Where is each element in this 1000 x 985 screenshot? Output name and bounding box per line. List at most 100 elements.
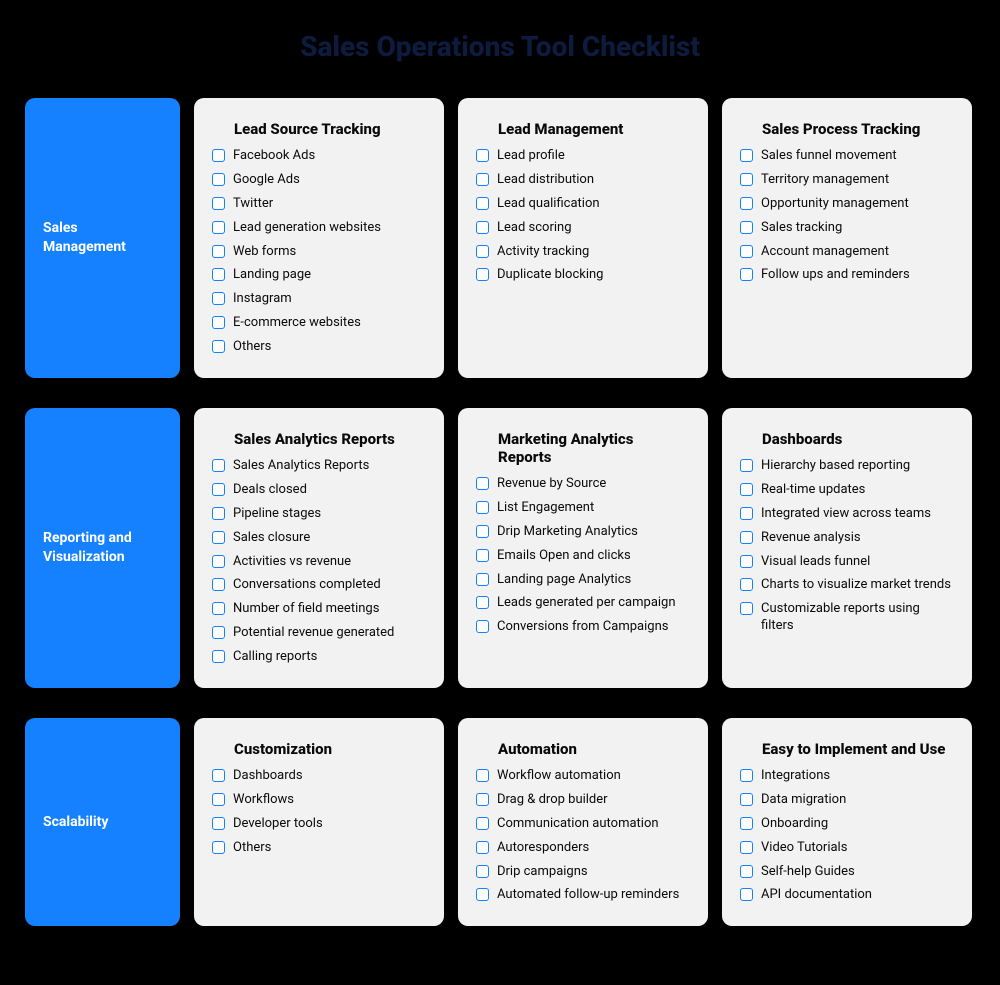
checkbox-icon[interactable] (740, 483, 753, 496)
checkbox-icon[interactable] (212, 650, 225, 663)
checkbox-icon[interactable] (212, 793, 225, 806)
checkbox-icon[interactable] (476, 620, 489, 633)
checklist-item: Emails Open and clicks (476, 548, 690, 565)
checklist-item: Integrated view across teams (740, 506, 954, 523)
checkbox-icon[interactable] (476, 573, 489, 586)
checklist-item: API documentation (740, 887, 954, 904)
checklist-item: Conversations completed (212, 577, 426, 594)
checklist-item: Activities vs revenue (212, 554, 426, 571)
checkbox-icon[interactable] (212, 602, 225, 615)
checkbox-icon[interactable] (740, 841, 753, 854)
checkbox-icon[interactable] (476, 841, 489, 854)
checkbox-icon[interactable] (476, 221, 489, 234)
checklist-item-label: Territory management (761, 172, 954, 189)
checkbox-icon[interactable] (740, 459, 753, 472)
checklist-item: Lead generation websites (212, 220, 426, 237)
checkbox-icon[interactable] (476, 245, 489, 258)
checkbox-icon[interactable] (476, 173, 489, 186)
checkbox-icon[interactable] (212, 459, 225, 472)
checklist-item: Lead distribution (476, 172, 690, 189)
checkbox-icon[interactable] (740, 865, 753, 878)
checkbox-icon[interactable] (212, 245, 225, 258)
checkbox-icon[interactable] (476, 268, 489, 281)
checklist-item-label: Twitter (233, 196, 426, 213)
checkbox-icon[interactable] (476, 888, 489, 901)
checkbox-icon[interactable] (212, 626, 225, 639)
checklist-item-label: Conversions from Campaigns (497, 619, 690, 636)
checkbox-icon[interactable] (212, 578, 225, 591)
checkbox-icon[interactable] (740, 793, 753, 806)
checkbox-icon[interactable] (476, 769, 489, 782)
checklist-item: Revenue analysis (740, 530, 954, 547)
checklist-item: Developer tools (212, 816, 426, 833)
checklist-item: Opportunity management (740, 196, 954, 213)
checkbox-icon[interactable] (476, 817, 489, 830)
checklist-item: Landing page Analytics (476, 572, 690, 589)
checkbox-icon[interactable] (740, 173, 753, 186)
checklist-item: Lead scoring (476, 220, 690, 237)
checkbox-icon[interactable] (212, 507, 225, 520)
checkbox-icon[interactable] (476, 477, 489, 490)
checkbox-icon[interactable] (212, 173, 225, 186)
checkbox-icon[interactable] (740, 507, 753, 520)
checkbox-icon[interactable] (740, 888, 753, 901)
checklist-item-label: Pipeline stages (233, 506, 426, 523)
checkbox-icon[interactable] (740, 531, 753, 544)
checkbox-icon[interactable] (740, 602, 753, 615)
checkbox-icon[interactable] (212, 531, 225, 544)
checkbox-icon[interactable] (212, 221, 225, 234)
checkbox-icon[interactable] (212, 817, 225, 830)
checkbox-icon[interactable] (476, 865, 489, 878)
checkbox-icon[interactable] (212, 769, 225, 782)
checklist-item: Lead profile (476, 148, 690, 165)
category-label: Sales Management (25, 98, 180, 378)
checkbox-icon[interactable] (740, 268, 753, 281)
checkbox-icon[interactable] (212, 340, 225, 353)
checklist-item: List Engagement (476, 500, 690, 517)
checklist-item: Instagram (212, 291, 426, 308)
checklist-item: Facebook Ads (212, 148, 426, 165)
checkbox-icon[interactable] (476, 525, 489, 538)
checkbox-icon[interactable] (476, 596, 489, 609)
checklist-item: Hierarchy based reporting (740, 458, 954, 475)
checklist-item-label: Landing page Analytics (497, 572, 690, 589)
checklist-item: Drag & drop builder (476, 792, 690, 809)
checkbox-icon[interactable] (212, 149, 225, 162)
checkbox-icon[interactable] (212, 483, 225, 496)
checkbox-icon[interactable] (740, 817, 753, 830)
checkbox-icon[interactable] (740, 578, 753, 591)
checkbox-icon[interactable] (740, 245, 753, 258)
checklist-item: Sales Analytics Reports (212, 458, 426, 475)
checkbox-icon[interactable] (740, 769, 753, 782)
checklist-item-label: Leads generated per campaign (497, 595, 690, 612)
checklist-item: Potential revenue generated (212, 625, 426, 642)
checklist-item-label: E-commerce websites (233, 315, 426, 332)
checkbox-icon[interactable] (212, 316, 225, 329)
checklist-item-label: Automated follow-up reminders (497, 887, 690, 904)
checkbox-icon[interactable] (476, 197, 489, 210)
checkbox-icon[interactable] (212, 841, 225, 854)
checkbox-icon[interactable] (476, 793, 489, 806)
checklist-card: AutomationWorkflow automationDrag & drop… (458, 718, 708, 926)
checklist-item-label: Calling reports (233, 649, 426, 666)
checkbox-icon[interactable] (212, 292, 225, 305)
checklist-item-label: Drip Marketing Analytics (497, 524, 690, 541)
checkbox-icon[interactable] (212, 268, 225, 281)
checkbox-icon[interactable] (740, 197, 753, 210)
checklist-item: Landing page (212, 267, 426, 284)
checkbox-icon[interactable] (740, 555, 753, 568)
checklist-card: DashboardsHierarchy based reportingReal-… (722, 408, 972, 688)
checkbox-icon[interactable] (212, 555, 225, 568)
checkbox-icon[interactable] (740, 149, 753, 162)
checkbox-icon[interactable] (476, 549, 489, 562)
checklist-item-label: Others (233, 840, 426, 857)
checkbox-icon[interactable] (740, 221, 753, 234)
checklist-card: Lead Source TrackingFacebook AdsGoogle A… (194, 98, 444, 378)
checklist-row: ScalabilityCustomizationDashboardsWorkfl… (25, 718, 975, 926)
checklist-item-label: Duplicate blocking (497, 267, 690, 284)
checkbox-icon[interactable] (212, 197, 225, 210)
checkbox-icon[interactable] (476, 501, 489, 514)
card-title: Sales Process Tracking (740, 120, 954, 138)
checkbox-icon[interactable] (476, 149, 489, 162)
checklist-item-label: Opportunity management (761, 196, 954, 213)
